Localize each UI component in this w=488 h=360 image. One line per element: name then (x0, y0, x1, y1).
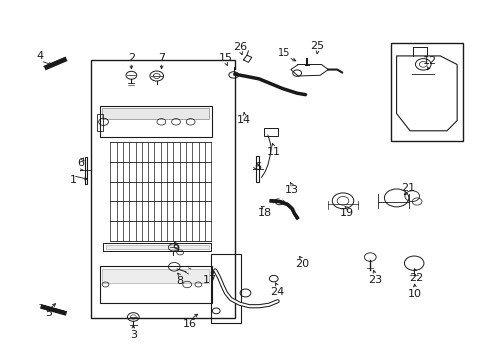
Bar (100, 106, 211, 137)
Bar (105, 245, 208, 249)
Text: 3: 3 (129, 330, 137, 340)
Bar (97, 114, 103, 131)
Text: 15: 15 (219, 53, 232, 63)
Text: 6: 6 (254, 162, 261, 172)
Text: 12: 12 (422, 56, 436, 66)
Bar (100, 266, 211, 302)
Text: 8: 8 (176, 276, 183, 286)
Text: 1: 1 (69, 175, 76, 185)
Text: 23: 23 (367, 275, 382, 285)
Bar (91, 60, 234, 318)
Text: 20: 20 (294, 259, 308, 269)
Text: 18: 18 (257, 208, 271, 218)
Text: 24: 24 (270, 287, 284, 297)
Text: 2: 2 (127, 53, 135, 63)
Text: 25: 25 (310, 41, 324, 50)
Bar (264, 129, 277, 136)
Text: 21: 21 (400, 183, 414, 193)
Text: 9: 9 (172, 244, 180, 254)
Bar (84, 157, 87, 184)
Text: 16: 16 (183, 319, 197, 329)
Text: 19: 19 (339, 208, 353, 218)
Text: 15: 15 (278, 48, 290, 58)
Bar (103, 243, 210, 251)
Text: 4: 4 (36, 51, 43, 61)
Text: 5: 5 (45, 309, 52, 318)
Text: 7: 7 (158, 53, 165, 63)
Text: 6: 6 (78, 158, 84, 168)
Text: 26: 26 (233, 42, 247, 51)
Text: 13: 13 (285, 185, 299, 195)
Bar (211, 253, 240, 323)
Bar (256, 156, 259, 182)
Text: 22: 22 (408, 273, 423, 283)
Text: 11: 11 (266, 147, 280, 157)
Text: 14: 14 (236, 115, 250, 125)
Text: 10: 10 (407, 289, 421, 299)
Bar (102, 269, 209, 283)
Bar (102, 108, 209, 119)
Text: 17: 17 (202, 275, 216, 285)
Bar (390, 42, 462, 141)
